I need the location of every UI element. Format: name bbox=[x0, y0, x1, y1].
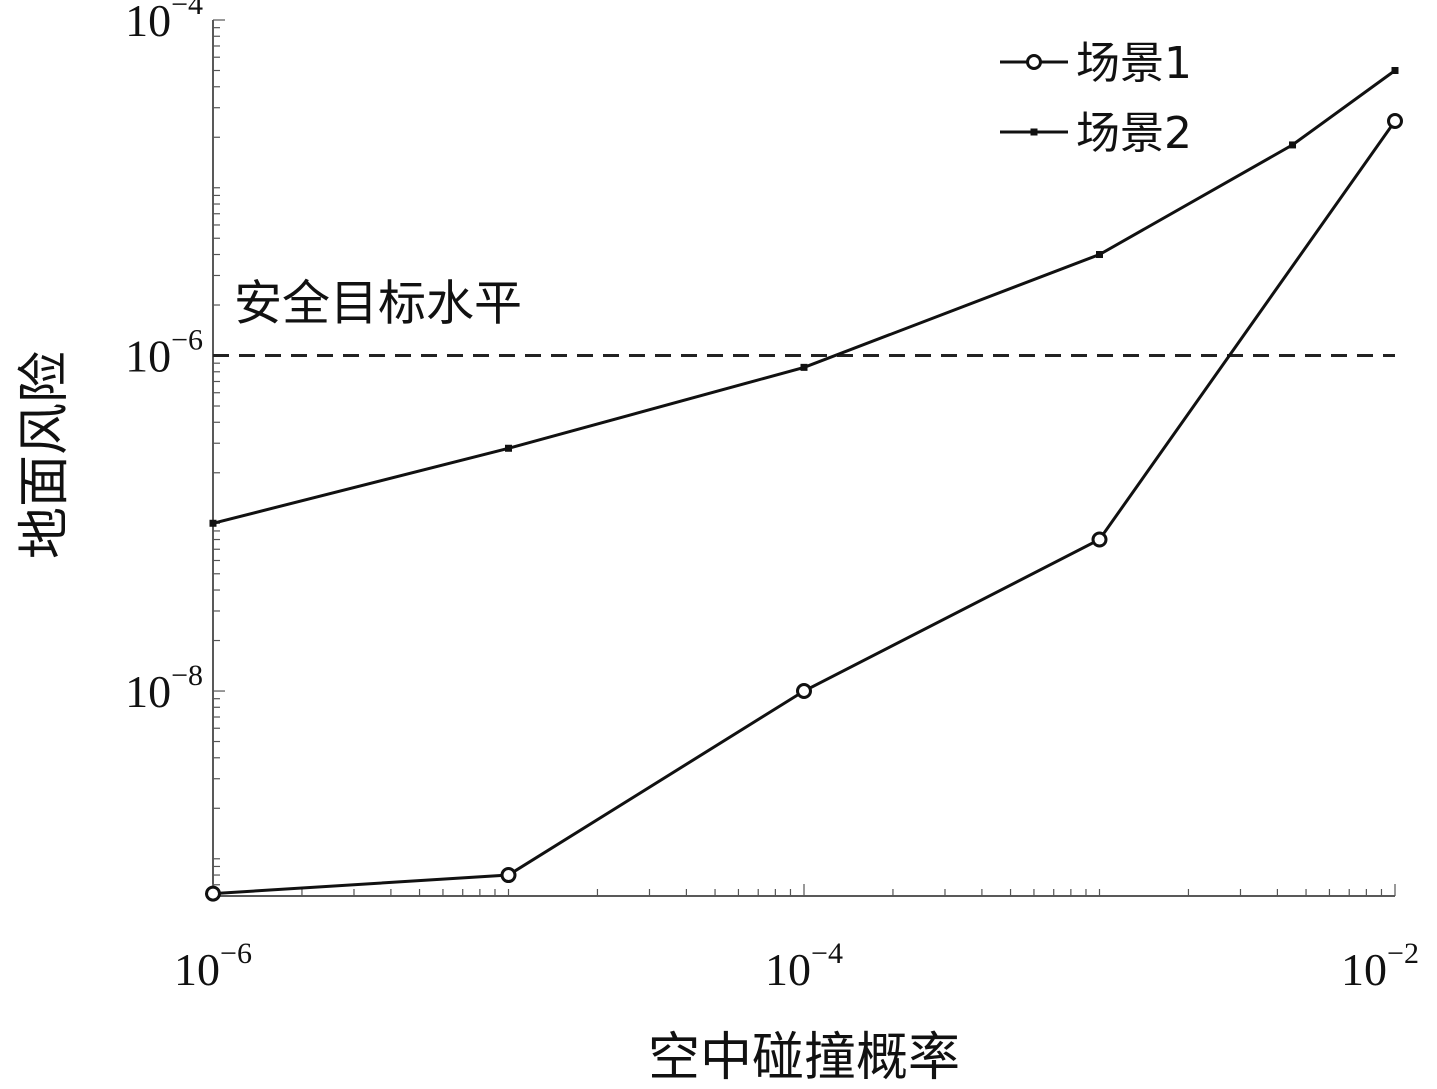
x-tick-label: 10−2 bbox=[1341, 937, 1419, 995]
y-tick-label: 10−8 bbox=[125, 659, 203, 717]
data-point bbox=[800, 363, 808, 371]
legend-label: 场景1 bbox=[1076, 38, 1192, 89]
y-tick-base: 10 bbox=[125, 331, 171, 382]
data-point bbox=[500, 867, 517, 884]
data-point bbox=[1391, 66, 1399, 74]
y-tick-base: 10 bbox=[125, 666, 171, 717]
series-line bbox=[212, 120, 1397, 896]
data-point bbox=[1096, 251, 1103, 259]
y-tick-base: 10 bbox=[125, 0, 171, 46]
safety-target-label: 安全目标水平 bbox=[234, 276, 522, 332]
x-tick-base: 10 bbox=[174, 944, 220, 995]
data-point bbox=[505, 444, 512, 452]
y-tick-label: 10−4 bbox=[125, 0, 203, 46]
y-tick-exponent: −6 bbox=[171, 324, 203, 357]
data-point bbox=[1289, 141, 1297, 149]
data-point bbox=[209, 519, 217, 527]
y-tick-exponent: −8 bbox=[171, 659, 203, 692]
y-axis-label: 地面风险 bbox=[15, 351, 75, 559]
series-1 bbox=[205, 112, 1403, 902]
x-tick-exponent: −4 bbox=[811, 937, 843, 970]
legend-label: 场景2 bbox=[1076, 108, 1192, 159]
series-line bbox=[212, 69, 1396, 525]
x-tick-label: 10−4 bbox=[765, 937, 843, 995]
data-point bbox=[796, 683, 812, 700]
data-point bbox=[205, 885, 221, 902]
series-2 bbox=[209, 66, 1399, 527]
x-axis-label: 空中碰撞概率 bbox=[648, 1028, 960, 1088]
legend-marker bbox=[1030, 128, 1038, 136]
x-tick-base: 10 bbox=[1341, 944, 1387, 995]
legend-marker bbox=[1026, 54, 1042, 70]
data-point bbox=[1091, 531, 1108, 548]
y-tick-exponent: −4 bbox=[171, 0, 203, 21]
x-tick-base: 10 bbox=[765, 944, 811, 995]
x-tick-label: 10−6 bbox=[174, 937, 252, 995]
data-point bbox=[1387, 112, 1403, 129]
x-tick-exponent: −2 bbox=[1387, 937, 1419, 970]
y-tick-label: 10−6 bbox=[125, 324, 203, 382]
x-tick-exponent: −6 bbox=[220, 937, 252, 970]
